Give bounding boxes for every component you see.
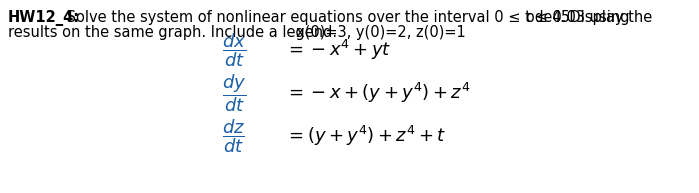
Text: $\dfrac{dx}{dt}$: $\dfrac{dx}{dt}$ — [222, 31, 246, 69]
Text: . Display the: . Display the — [560, 10, 652, 25]
Text: $\dfrac{dz}{dt}$: $\dfrac{dz}{dt}$ — [222, 117, 245, 155]
Text: HW12_4:: HW12_4: — [8, 10, 80, 26]
Text: x(0)=3, y(0)=2, z(0)=1: x(0)=3, y(0)=2, z(0)=1 — [296, 25, 466, 40]
Text: ode45: ode45 — [526, 10, 570, 25]
Text: Solve the system of nonlinear equations over the interval 0 ≤ t ≤ 0.03 using: Solve the system of nonlinear equations … — [62, 10, 634, 25]
Text: $= -x^4 + yt$: $= -x^4 + yt$ — [285, 38, 391, 62]
Text: $= -x + (y + y^4) + z^4$: $= -x + (y + y^4) + z^4$ — [285, 81, 470, 105]
Text: results on the same graph. Include a legend.: results on the same graph. Include a leg… — [8, 25, 337, 40]
Text: $\dfrac{dy}{dt}$: $\dfrac{dy}{dt}$ — [222, 72, 246, 114]
Text: $= (y + y^4) + z^4 + t$: $= (y + y^4) + z^4 + t$ — [285, 124, 447, 148]
